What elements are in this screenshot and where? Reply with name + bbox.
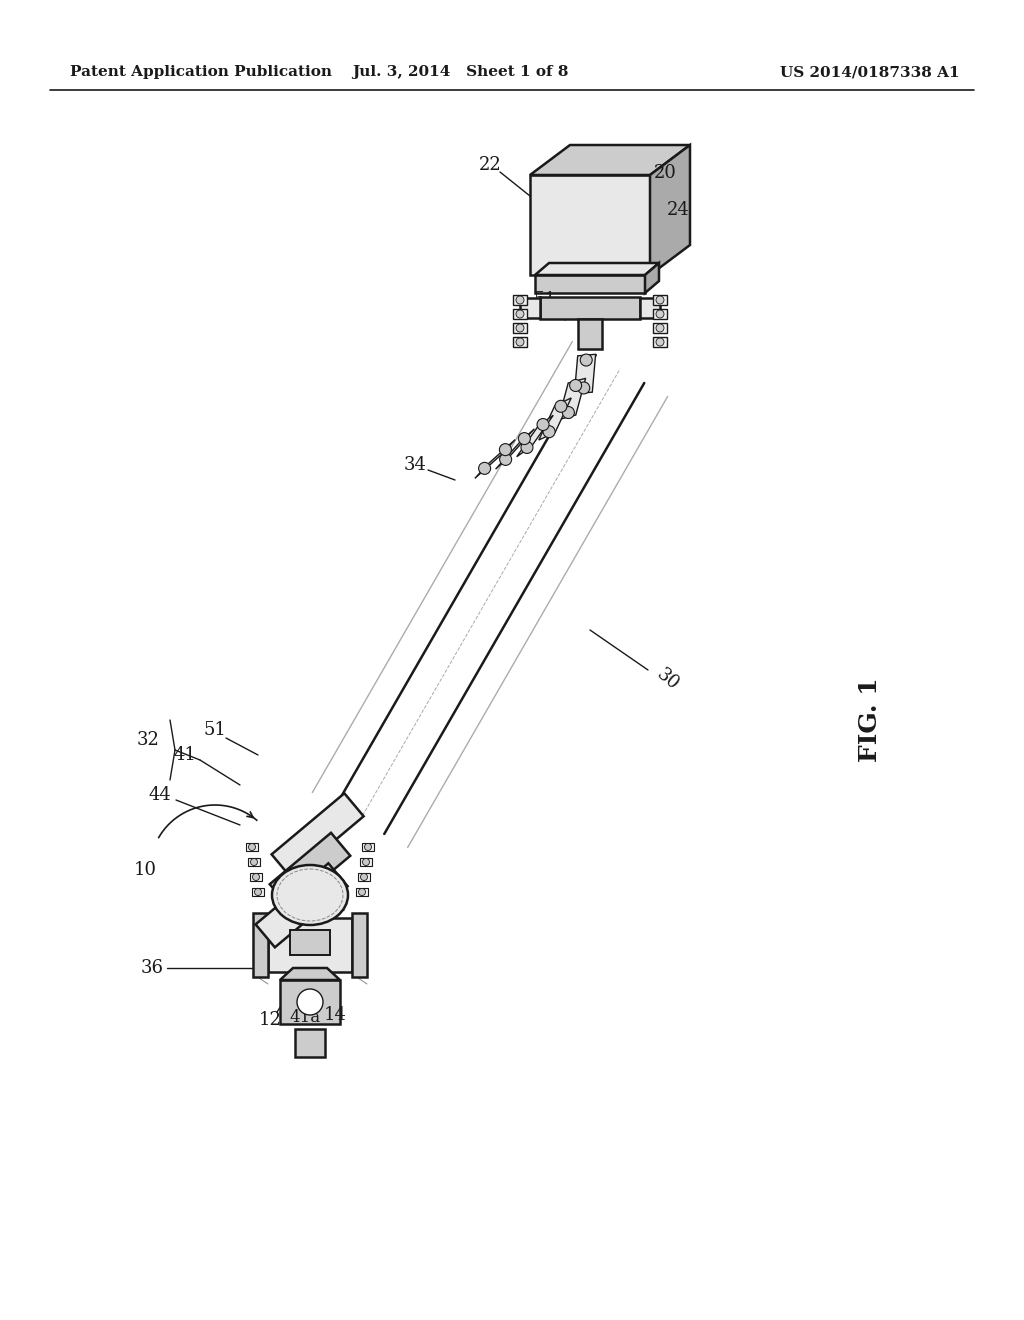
Circle shape [581,354,592,366]
Polygon shape [517,416,553,457]
Polygon shape [475,440,515,478]
Text: 41a: 41a [290,1010,321,1027]
Polygon shape [253,913,268,977]
Circle shape [555,400,567,412]
Polygon shape [280,968,340,979]
Polygon shape [362,843,374,851]
Circle shape [537,418,549,430]
Polygon shape [352,913,367,977]
Text: 12: 12 [259,1011,282,1030]
Polygon shape [539,397,571,440]
Polygon shape [653,323,667,333]
Circle shape [249,843,256,850]
Polygon shape [653,337,667,347]
Circle shape [521,441,532,454]
Polygon shape [540,297,640,319]
Circle shape [578,381,590,393]
Circle shape [362,858,370,866]
Circle shape [251,858,257,866]
Text: 24: 24 [667,201,689,219]
Polygon shape [250,873,262,880]
Polygon shape [295,1030,325,1057]
Circle shape [500,453,512,466]
Text: 20: 20 [653,164,677,182]
Text: 51: 51 [204,721,226,739]
Polygon shape [578,319,602,348]
Circle shape [656,310,664,318]
Text: 41: 41 [173,746,197,764]
Polygon shape [269,833,350,907]
Polygon shape [530,145,690,176]
Polygon shape [513,294,527,305]
Circle shape [516,323,524,333]
Text: 32: 32 [136,731,160,748]
Polygon shape [535,263,659,275]
Ellipse shape [272,865,348,925]
Circle shape [656,338,664,346]
Circle shape [255,888,261,895]
Polygon shape [252,888,264,896]
Circle shape [518,433,530,445]
Polygon shape [640,298,660,318]
Polygon shape [653,294,667,305]
Circle shape [656,323,664,333]
Circle shape [569,379,582,392]
Circle shape [543,425,555,438]
Circle shape [478,462,490,474]
Polygon shape [535,275,645,293]
Polygon shape [356,888,368,896]
Text: 10: 10 [133,861,157,879]
Polygon shape [558,379,586,420]
Circle shape [297,989,323,1015]
Polygon shape [246,843,258,851]
Circle shape [253,874,259,880]
Polygon shape [513,323,527,333]
Circle shape [365,843,372,850]
Polygon shape [513,309,527,319]
Text: 44: 44 [148,785,171,804]
Circle shape [500,444,511,455]
Text: FIG. 1: FIG. 1 [858,677,882,763]
Text: US 2014/0187338 A1: US 2014/0187338 A1 [780,65,961,79]
Polygon shape [653,309,667,319]
Text: Jul. 3, 2014   Sheet 1 of 8: Jul. 3, 2014 Sheet 1 of 8 [352,65,568,79]
Circle shape [360,874,368,880]
Polygon shape [496,429,535,469]
Text: 36: 36 [140,960,164,977]
Polygon shape [360,858,372,866]
Circle shape [516,338,524,346]
Circle shape [562,407,574,418]
Text: 34: 34 [403,455,426,474]
Text: 51: 51 [534,290,556,309]
Text: Patent Application Publication: Patent Application Publication [70,65,332,79]
Polygon shape [358,873,370,880]
Text: 30: 30 [653,665,683,694]
Polygon shape [645,263,659,293]
Polygon shape [513,337,527,347]
Circle shape [656,296,664,304]
Circle shape [516,296,524,304]
Polygon shape [271,793,364,878]
Circle shape [516,310,524,318]
Polygon shape [530,176,650,275]
Polygon shape [248,858,260,866]
Polygon shape [650,145,690,275]
Polygon shape [268,917,352,972]
Polygon shape [290,931,330,954]
Polygon shape [520,298,540,318]
Polygon shape [256,863,347,948]
Text: 14: 14 [324,1006,346,1024]
Polygon shape [280,979,340,1024]
Text: 22: 22 [478,156,502,174]
Circle shape [358,888,366,895]
Polygon shape [574,354,596,393]
